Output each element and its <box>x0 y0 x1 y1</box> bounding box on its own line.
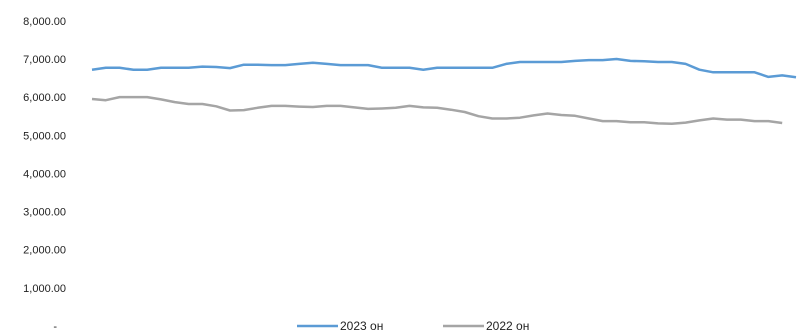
y-tick-label: 3,000.00 <box>23 207 66 219</box>
y-tick-label: 5,000.00 <box>23 130 66 142</box>
legend-label: 2022 он <box>486 319 529 333</box>
y-tick-label: 1,000.00 <box>23 283 66 295</box>
legend-label: 2023 он <box>340 319 383 333</box>
y-tick-label: 6,000.00 <box>23 92 66 104</box>
series-line <box>91 57 797 79</box>
y-tick-label: 8,000.00 <box>23 16 66 28</box>
y-tick-label: 4,000.00 <box>23 168 66 180</box>
y-tick-label: 2,000.00 <box>23 245 66 257</box>
y-tick-label: 7,000.00 <box>23 54 66 66</box>
series-line <box>91 95 783 126</box>
y-tick-label: - <box>53 321 57 333</box>
